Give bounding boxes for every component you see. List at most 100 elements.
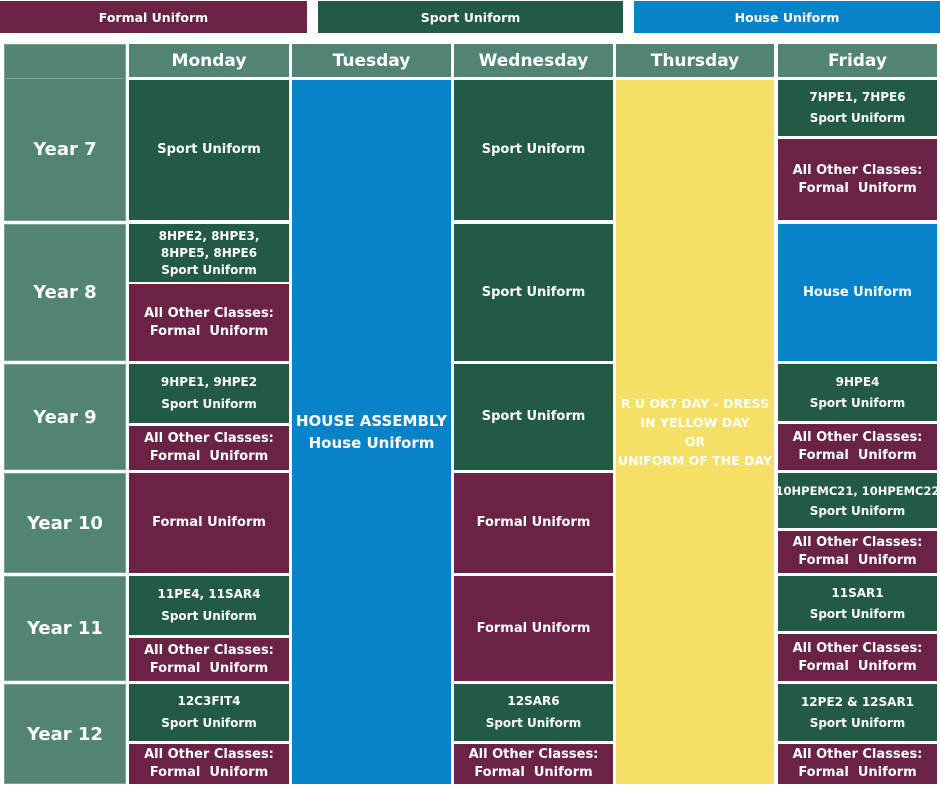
legend-formal-label: Formal Uniform [98,9,209,25]
wednesday-year8-text: Sport Uniform [481,284,586,300]
header-monday: Monday [129,44,289,77]
year-11-label: Year 11 [4,576,126,681]
year-8-label: Year 8 [4,224,126,361]
wednesday-year7: Sport Uniform [454,80,613,220]
monday-year9-formal: All Other Classes: Formal Uniform [129,426,289,470]
wednesday-year10-text: Formal Uniform [476,515,591,530]
friday-year10-sport-text: Sport Uniform [809,503,906,518]
year-11-text: Year 11 [27,618,103,639]
monday-year7-text: Sport Uniform [157,142,261,157]
year-9-label: Year 9 [4,364,126,470]
monday-year12-other: All Other Classes: [144,747,274,762]
friday-year11-other: All Other Classes: [792,640,923,656]
friday-year10-formal-text: Formal Uniform [798,553,917,568]
monday-year11-formal-text: Formal Uniform [149,660,269,676]
monday-year8-classes: 8HPE2, 8HPE3, 8HPE5, 8HPE6 [158,228,260,260]
monday-year12-classes: 12C3FIT4 [177,694,241,708]
legend-sport-label: Sport Uniform [420,9,521,25]
tuesday-house-assembly: HOUSE ASSEMBLY House Uniform [292,80,451,784]
year-9-text: Year 9 [33,406,97,428]
friday-year7-sport: 7HPE1, 7HPE6 Sport Uniform [778,80,937,136]
year-7-text: Year 7 [33,139,97,160]
friday-year7-other: All Other Classes: [792,162,923,178]
friday-year11-formal: All Other Classes: Formal Uniform [778,634,937,681]
friday-year10-other: All Other Classes: [792,535,923,550]
monday-year11-sport: 11PE4, 11SAR4 Sport Uniform [129,576,289,635]
friday-year12-classes: 12PE2 & 12SAR1 [800,694,915,709]
monday-year9-sport: 9HPE1, 9HPE2 Sport Uniform [129,364,289,423]
monday-year12-sport: 12C3FIT4 Sport Uniform [129,684,289,741]
monday-year12-formal: All Other Classes: Formal Uniform [129,744,289,784]
year-12-label: Year 12 [4,684,126,784]
friday-year12-sport: 12PE2 & 12SAR1 Sport Uniform [778,684,937,741]
monday-year8-sport-text: Sport Uniform [161,262,257,277]
header-wednesday-label: Wednesday [478,50,589,71]
monday-year12-sport-text: Sport Uniform [161,716,257,730]
thursday-ruok-day: R U OK? DAY - DRESS IN YELLOW DAY OR UNI… [616,80,774,784]
friday-year9-formal: All Other Classes: Formal Uniform [778,424,937,470]
friday-year8-text: House Uniform [803,284,912,300]
friday-year12-formal-text: Formal Uniform [798,765,917,780]
thursday-line2: IN YELLOW DAY [640,415,750,430]
thursday-line1: R U OK? DAY - DRESS [620,396,770,411]
friday-year12-formal: All Other Classes: Formal Uniform [778,744,937,784]
friday-year7-formal: All Other Classes: Formal Uniform [778,139,937,220]
friday-year11-classes: 11SAR1 [831,585,884,600]
friday-year8: House Uniform [778,224,937,361]
monday-year10: Formal Uniform [129,473,289,573]
monday-year9-formal-text: Formal Uniform [149,449,269,464]
tuesday-line1: HOUSE ASSEMBLY [296,412,447,430]
friday-year10-classes: 10HPEMC21, 10HPEMC22 [775,483,940,498]
wednesday-year8: Sport Uniform [454,224,613,361]
friday-year9-other: All Other Classes: [792,430,923,445]
header-tuesday-label: Tuesday [332,50,411,71]
friday-year11-sport-text: Sport Uniform [809,606,906,621]
friday-year10-formal: All Other Classes: Formal Uniform [778,531,937,573]
monday-year8-formal: All Other Classes: Formal Uniform [129,284,289,361]
corner-cell [4,44,126,78]
friday-year7-sport-text: Sport Uniform [809,111,906,125]
tuesday-line2: House Uniform [308,434,435,452]
friday-year9-sport-text: Sport Uniform [809,395,906,410]
wednesday-year12-formal: All Other Classes: Formal Uniform [454,744,613,784]
header-wednesday: Wednesday [454,44,613,77]
legend-formal-uniform: Formal Uniform [0,1,307,33]
wednesday-year12-classes: 12SAR6 [507,694,560,708]
friday-year12-other: All Other Classes: [792,747,923,762]
wednesday-year11: Formal Uniform [454,576,613,681]
wednesday-year9-text: Sport Uniform [481,409,586,424]
monday-year11-sport-text: Sport Uniform [161,609,257,623]
wednesday-year12-formal-text: Formal Uniform [474,765,593,780]
legend-house-uniform: House Uniform [634,1,940,33]
header-thursday: Thursday [616,44,774,77]
monday-year9-sport-text: Sport Uniform [161,397,257,411]
monday-year12-formal-text: Formal Uniform [149,765,269,780]
monday-year11-formal: All Other Classes: Formal Uniform [129,638,289,681]
monday-year11-other: All Other Classes: [144,642,274,658]
header-tuesday: Tuesday [292,44,451,77]
friday-year9-formal-text: Formal Uniform [798,448,917,463]
legend-sport-uniform: Sport Uniform [318,1,623,33]
thursday-line4: UNIFORM OF THE DAY [617,453,773,468]
friday-year11-sport: 11SAR1 Sport Uniform [778,576,937,631]
wednesday-year12-other: All Other Classes: [468,747,599,762]
friday-year10-sport: 10HPEMC21, 10HPEMC22 Sport Uniform [775,473,940,528]
wednesday-year7-text: Sport Uniform [481,142,586,157]
legend-house-label: House Uniform [734,9,840,25]
monday-year8-sport: 8HPE2, 8HPE3, 8HPE5, 8HPE6 Sport Uniform [129,224,289,282]
year-8-text: Year 8 [33,282,97,303]
friday-year9-classes: 9HPE4 [835,374,880,389]
wednesday-year12-sport-text: Sport Uniform [485,716,582,730]
monday-year7: Sport Uniform [129,80,289,220]
wednesday-year11-text: Formal Uniform [476,620,591,636]
header-thursday-label: Thursday [650,50,740,71]
year-7-label: Year 7 [4,78,126,221]
header-friday-label: Friday [828,50,887,71]
year-10-label: Year 10 [4,473,126,573]
wednesday-year12-sport: 12SAR6 Sport Uniform [454,684,613,741]
year-12-text: Year 12 [27,723,103,745]
header-monday-label: Monday [171,50,247,71]
wednesday-year9: Sport Uniform [454,364,613,470]
monday-year10-text: Formal Uniform [152,515,266,530]
monday-year11-classes: 11PE4, 11SAR4 [157,587,261,601]
